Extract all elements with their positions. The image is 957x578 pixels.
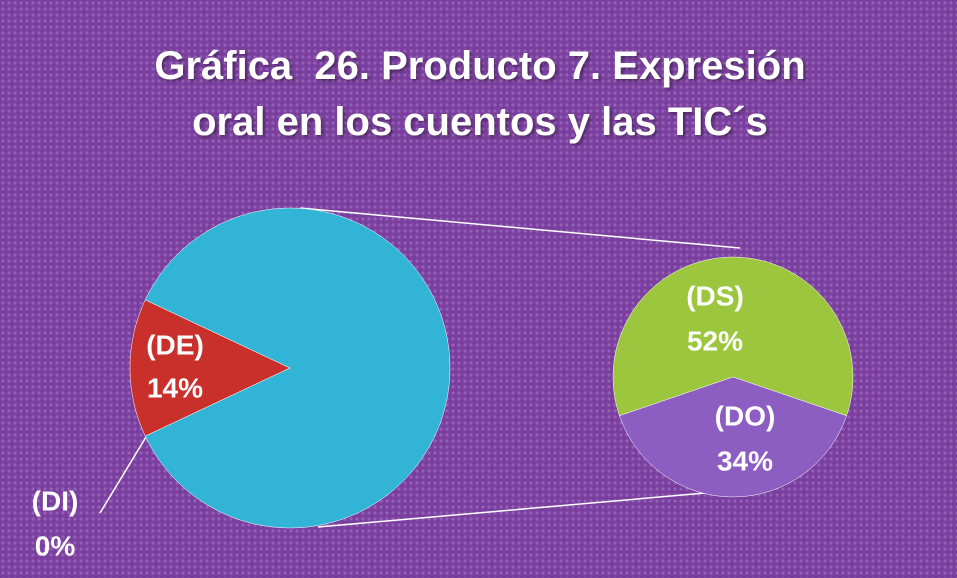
slice-value: 0% (35, 530, 76, 561)
pie-slice (144, 207, 451, 529)
pie-slice (129, 299, 291, 437)
slice-label: (DE) (146, 329, 204, 360)
slice-value: 14% (147, 372, 203, 403)
slice-label: (DI) (32, 485, 79, 516)
connector (317, 490, 729, 528)
leader-line (99, 436, 147, 514)
slice-label: (DO) (715, 400, 776, 431)
chart-title: Gráfica 26. Producto 7. Expresión oral e… (154, 44, 817, 144)
slice-value: 52% (687, 325, 743, 356)
pie-slice (619, 376, 847, 498)
connector (299, 207, 741, 249)
slice-value: 34% (717, 445, 773, 476)
slice-label: (DS) (686, 280, 744, 311)
pie-slice (612, 256, 854, 417)
